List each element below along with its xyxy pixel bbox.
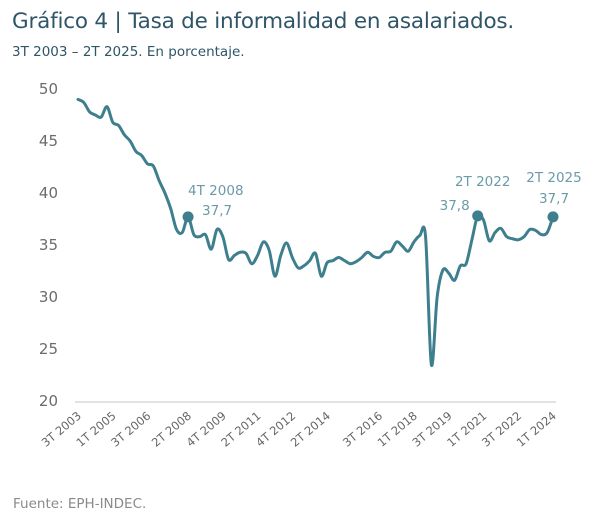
annotation-period: 4T 2008 — [188, 183, 243, 199]
x-tick-label: 3T 2006 — [108, 409, 153, 450]
y-tick-label: 40 — [39, 184, 58, 202]
x-tick-label: 2T 2014 — [288, 409, 333, 450]
y-tick-label: 45 — [39, 132, 58, 150]
y-tick-label: 25 — [39, 340, 58, 358]
x-tick-label: 1T 2024 — [514, 409, 559, 450]
annotation-value: 37,7 — [202, 203, 232, 219]
highlight-point — [472, 210, 484, 222]
y-tick-label: 50 — [39, 80, 58, 98]
chart-title: Gráfico 4 | Tasa de informalidad en asal… — [12, 9, 515, 34]
annotation-value: 37,7 — [539, 191, 569, 207]
y-tick-label: 35 — [39, 236, 58, 254]
source-note: Fuente: EPH-INDEC. — [13, 496, 147, 512]
y-tick-label: 20 — [39, 392, 58, 410]
annotation-value: 37,8 — [440, 198, 470, 214]
y-tick-label: 30 — [39, 288, 58, 306]
chart-subtitle: 3T 2003 – 2T 2025. En porcentaje. — [12, 44, 245, 60]
series-line — [76, 97, 555, 367]
annotation-period: 2T 2022 — [455, 174, 510, 190]
highlight-point — [182, 211, 194, 223]
series-points — [77, 98, 555, 366]
highlight-point — [547, 211, 559, 223]
annotation-period: 2T 2025 — [526, 170, 581, 186]
annotations: 4T 2008 37,7 2T 2022 37,8 2T 2025 37,7 — [182, 170, 582, 223]
y-axis-ticks: 50 45 40 35 30 25 20 — [39, 80, 58, 410]
